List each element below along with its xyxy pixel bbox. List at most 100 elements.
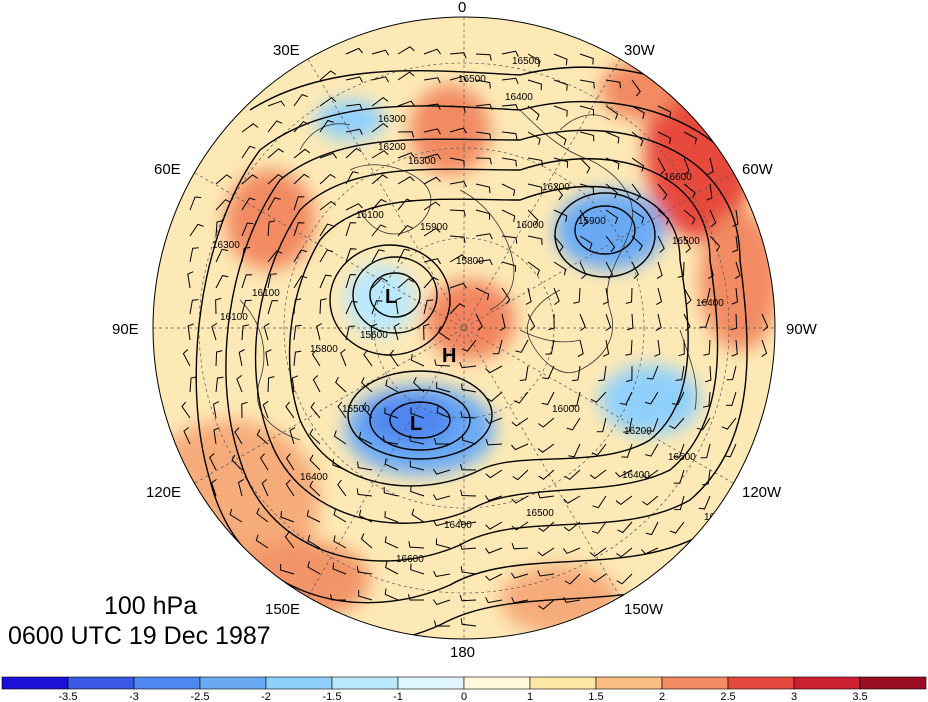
wind-barb [673,443,685,458]
wind-barb [215,350,223,367]
wind-barb [309,480,321,497]
wind-barb [553,79,568,91]
wind-barb [371,300,383,315]
wind-barb [564,573,581,585]
wind-barb [579,53,594,65]
wind-barb [591,443,607,456]
contour-label: 15900 [420,222,448,233]
colorbar-swatch [727,676,795,690]
wind-barb [410,563,425,575]
wind-barb [187,271,194,289]
contour-label: 15500 [342,404,370,415]
wind-barb [409,460,425,471]
wind-barb [449,282,468,289]
wind-barb [309,428,321,445]
wind-barb [436,406,451,419]
wind-barb [397,100,416,107]
wind-barb [527,209,539,226]
contour-label: 16400 [622,470,650,481]
wind-barb [696,417,711,431]
wind-barb [385,379,399,393]
wind-barb [449,235,466,244]
wind-barb [293,196,305,211]
wind-barb [423,48,442,55]
wind-barb [310,402,321,419]
wind-barb [542,365,555,380]
contour-label: 16200 [378,142,406,153]
wind-barb [553,105,568,117]
wind-barb [423,258,441,265]
wind-barb [511,495,529,504]
wind-barb [371,122,389,133]
wind-barb [563,521,581,532]
wind-barb [293,94,308,107]
wind-barb [553,183,564,201]
wind-barb [616,573,633,585]
wind-barb [319,152,338,159]
wind-barb [698,495,711,510]
wind-barb [683,183,696,199]
wind-barb [589,547,607,557]
wind-barb [209,453,217,471]
polar-map: 1650016500164001630016300162001620016100… [112,0,818,661]
wind-barb [432,520,451,527]
wind-barb [703,339,711,356]
wind-barb [631,105,645,119]
wind-barb [449,254,467,263]
wind-barb [384,536,399,549]
wind-barb [631,235,643,252]
colorbar-tick-label: -3 [129,691,139,702]
colorbar-tick-label: 2.5 [720,691,735,702]
wind-barb [256,507,269,523]
longitude-labels: 0 30W 60W 90W 120W 150W 180 150E 120E 90… [112,0,818,661]
wind-barb [570,391,581,407]
wind-barb [332,562,347,575]
wind-barb [291,375,299,393]
wind-barb [619,391,633,406]
wind-barb [511,443,529,451]
wind-barb [579,183,594,194]
wind-barb [395,297,402,315]
wind-barb [357,461,373,471]
wind-barb [215,275,229,289]
wind-barb [215,297,222,315]
wind-barb [671,391,685,406]
wind-barb [605,105,619,120]
wind-barb [241,174,258,185]
wind-barb [513,391,529,404]
wind-barb [589,469,607,480]
wind-barb [579,105,594,116]
wind-barb [700,443,711,459]
wind-barb [267,376,275,393]
wind-barb [267,173,284,185]
contour-label: 16500 [512,56,540,67]
wind-barb [726,365,737,381]
wind-barb [538,469,555,480]
colorbar: -3.5 -3 -2.5 -2 -1.5 -1 0 1 1.5 2 2.5 3 3.5 [1,676,927,702]
wind-barb [617,521,633,534]
lon-label: 60W [742,161,774,178]
wind-barb [423,128,441,135]
wind-barb [231,454,243,471]
wind-barb [333,430,347,445]
wind-barb [475,157,492,165]
colorbar-tick-label: 1 [527,691,533,702]
lon-label: 90W [786,321,818,338]
colorbar-swatch [265,676,333,690]
wind-barb [259,453,269,471]
wind-barb [408,541,425,549]
wind-barb [410,407,425,419]
wind-barb [371,96,389,107]
lon-label: 150E [265,601,300,618]
wind-barb [411,508,425,523]
wind-barb [484,547,503,554]
colorbar-swatch [67,676,135,690]
wind-barb [541,391,555,406]
wind-barb [265,349,272,367]
wind-barb [485,573,503,581]
wind-barb [527,183,543,194]
wind-barb [475,233,493,240]
lon-label: 90E [112,321,139,338]
wind-barb [616,547,633,558]
lon-label: 150W [624,601,664,618]
